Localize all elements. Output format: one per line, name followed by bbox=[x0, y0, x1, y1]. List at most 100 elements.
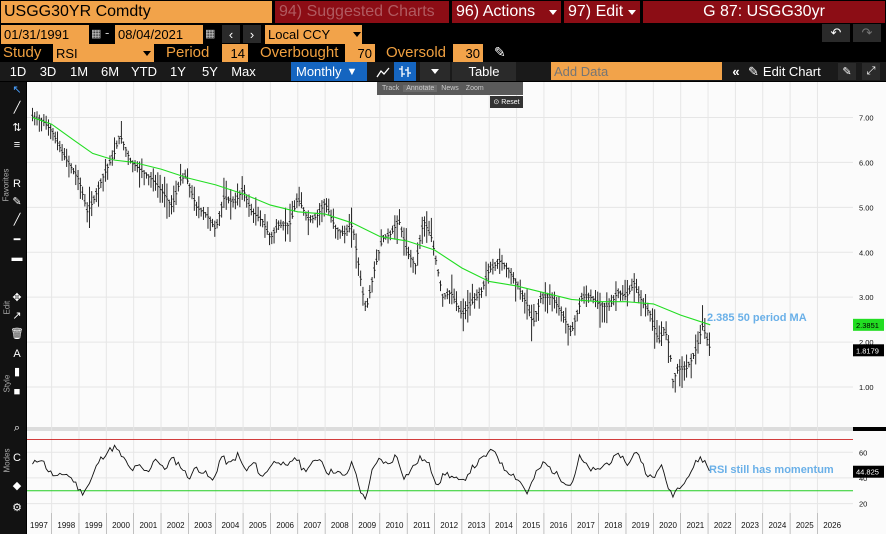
hline-icon[interactable]: ━ bbox=[13, 234, 21, 246]
rect-icon[interactable]: ▮ bbox=[13, 366, 21, 378]
currency-caret-icon[interactable] bbox=[351, 25, 362, 44]
frequency-select[interactable]: Monthly ▼ bbox=[291, 62, 367, 81]
price-tick-label: 4.00 bbox=[859, 248, 874, 257]
prev-period-button[interactable]: ‹ bbox=[222, 25, 240, 43]
x-tick-label: 2006 bbox=[276, 521, 294, 530]
reset-button[interactable]: ⊙ Reset bbox=[490, 96, 523, 108]
actions-label: 96) Actions bbox=[456, 3, 536, 20]
bar-chart-glyph bbox=[399, 66, 411, 77]
rsi-value-tag-bg bbox=[853, 465, 884, 478]
style-side-label: Style bbox=[2, 374, 12, 393]
line-chart-icon[interactable] bbox=[373, 62, 393, 81]
rsi-tick-label: 40 bbox=[859, 474, 867, 483]
fib-icon[interactable]: ≡ bbox=[13, 139, 21, 151]
rsi-tick-label: 20 bbox=[859, 500, 867, 509]
fullscreen-icon[interactable]: ⤢ bbox=[862, 63, 880, 80]
rsi-annotation: RSI still has momentum bbox=[709, 464, 834, 476]
gear-icon[interactable]: ⚙ bbox=[12, 502, 22, 514]
zoom-icon[interactable]: ⌕ bbox=[13, 422, 21, 434]
chart-type-caret-icon[interactable] bbox=[420, 62, 450, 81]
period-field[interactable]: 14 bbox=[222, 44, 248, 63]
end-date-field[interactable]: 08/04/2021 bbox=[115, 25, 203, 44]
collapse-icon[interactable]: « bbox=[732, 64, 740, 79]
oversold-field[interactable]: 30 bbox=[453, 44, 483, 63]
range-3d[interactable]: 3D bbox=[39, 63, 57, 79]
price-tick-label: 2.00 bbox=[859, 338, 874, 347]
edit-chart-button[interactable]: ✎ Edit Chart bbox=[748, 62, 834, 81]
cursor-icon[interactable]: ↖ bbox=[12, 84, 22, 96]
oversold-label: Oversold bbox=[386, 44, 447, 61]
period-label: Period bbox=[166, 44, 210, 61]
channel-icon[interactable]: ▬ bbox=[11, 252, 23, 264]
rsi-tick-label: 60 bbox=[859, 448, 867, 457]
range-1y[interactable]: 1Y bbox=[170, 63, 186, 79]
start-calendar-icon[interactable]: ▦ bbox=[91, 28, 102, 40]
x-tick-label: 2024 bbox=[769, 521, 787, 530]
add-data-input[interactable] bbox=[551, 62, 722, 80]
currency-select[interactable]: Local CCY bbox=[265, 25, 362, 44]
price-panel bbox=[27, 82, 853, 427]
actions-button[interactable]: 96) Actions bbox=[452, 1, 561, 23]
range-1m[interactable]: 1M bbox=[69, 63, 89, 79]
x-tick-label: 2018 bbox=[604, 521, 622, 530]
suggested-charts-label: 94) Suggested Charts bbox=[279, 3, 435, 20]
move-icon[interactable]: ✥ bbox=[12, 292, 22, 304]
suggested-charts-button[interactable]: 94) Suggested Charts bbox=[275, 1, 449, 23]
security-field[interactable]: USGG30YR Comdty bbox=[1, 1, 272, 23]
pencil-icon[interactable]: ✎ bbox=[12, 196, 22, 208]
x-tick-label: 2000 bbox=[112, 521, 130, 530]
study-select[interactable]: RSI bbox=[53, 44, 154, 63]
table-button[interactable]: Table bbox=[452, 62, 516, 81]
range-5y[interactable]: 5Y bbox=[202, 63, 218, 79]
snap-icon[interactable]: ◆ bbox=[12, 480, 22, 492]
popup-track[interactable]: Track bbox=[379, 85, 403, 92]
price-bars bbox=[31, 107, 711, 393]
range-1d[interactable]: 1D bbox=[9, 63, 27, 79]
arrow-icon[interactable]: ↗ bbox=[12, 310, 22, 322]
redo-icon[interactable]: ↷ bbox=[853, 24, 881, 42]
undo-icon[interactable]: ↶ bbox=[822, 24, 850, 42]
chart-settings-icon[interactable]: ✎ bbox=[838, 63, 856, 80]
x-axis-panel bbox=[27, 513, 886, 534]
edit-caret-icon bbox=[628, 9, 636, 15]
pencil-icon[interactable]: ✎ bbox=[494, 44, 506, 60]
x-tick-label: 2023 bbox=[741, 521, 759, 530]
overbought-field[interactable]: 70 bbox=[345, 44, 375, 63]
bar-chart-icon[interactable] bbox=[394, 62, 416, 81]
start-date-field[interactable]: 01/31/1991 bbox=[1, 25, 89, 44]
reset-icon: ⊙ bbox=[493, 99, 500, 106]
text-r-icon[interactable]: R bbox=[13, 178, 21, 190]
text-icon[interactable]: A bbox=[13, 348, 21, 360]
x-tick-label: 2017 bbox=[577, 521, 595, 530]
x-tick-label: 2016 bbox=[550, 521, 568, 530]
ray-icon[interactable]: ╱ bbox=[13, 214, 21, 226]
crosshair-icon[interactable]: C bbox=[13, 452, 21, 464]
x-tick-label: 2015 bbox=[522, 521, 540, 530]
popup-news[interactable]: News bbox=[438, 85, 462, 92]
range-6m[interactable]: 6M bbox=[100, 63, 120, 79]
ma-value-tag: 2.3851 bbox=[856, 321, 879, 330]
range-max[interactable]: Max bbox=[231, 63, 256, 79]
trash-icon[interactable]: 🗑 bbox=[10, 328, 24, 340]
price-tick-label: 7.00 bbox=[859, 113, 874, 122]
date-separator: - bbox=[105, 25, 110, 40]
rsi-line bbox=[32, 444, 710, 501]
next-period-button[interactable]: › bbox=[243, 25, 261, 43]
x-tick-label: 2025 bbox=[796, 521, 814, 530]
chart-svg[interactable]: 1997 1998 1999 2000 2001 2002 2003 2004 2005 2006… bbox=[27, 82, 886, 534]
ticker-text: G 87: USGG30yr bbox=[703, 3, 825, 20]
x-tick-label: 2021 bbox=[686, 521, 704, 530]
line-icon[interactable]: ╱ bbox=[13, 102, 21, 114]
panel-divider[interactable] bbox=[27, 427, 853, 431]
end-date-text: 08/04/2021 bbox=[118, 27, 184, 42]
popup-annotate[interactable]: Annotate bbox=[403, 85, 438, 92]
x-tick-label: 1997 bbox=[30, 521, 48, 530]
end-calendar-icon[interactable]: ▦ bbox=[205, 28, 216, 40]
box-icon[interactable]: ■ bbox=[13, 386, 21, 398]
edit-menu-button[interactable]: 97) Edit bbox=[564, 1, 640, 23]
range-ytd[interactable]: YTD bbox=[131, 63, 157, 79]
popup-zoom[interactable]: Zoom bbox=[462, 85, 487, 92]
study-text: RSI bbox=[56, 46, 78, 61]
trend-icon[interactable]: ⇅ bbox=[12, 122, 22, 134]
x-tick-label: 2013 bbox=[468, 521, 486, 530]
